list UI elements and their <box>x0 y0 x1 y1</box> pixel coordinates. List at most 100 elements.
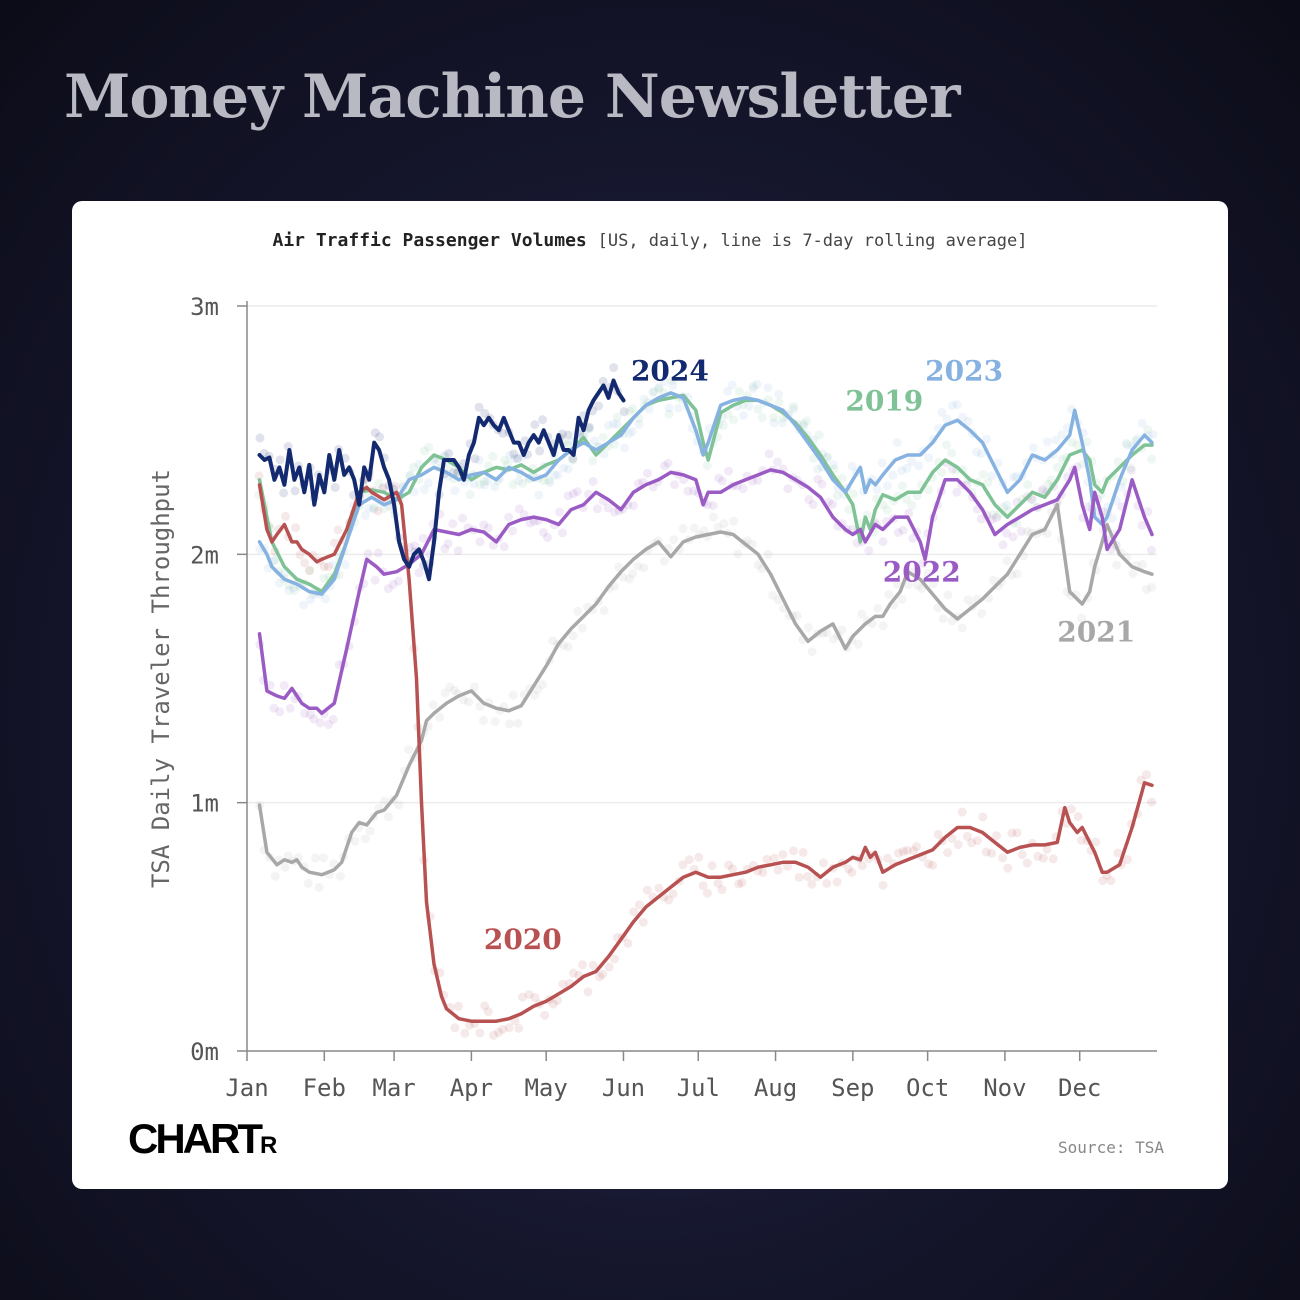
daily-dot-2019 <box>757 412 767 422</box>
series-label-2023: 2023 <box>925 355 1003 388</box>
daily-dot-2020 <box>333 525 343 535</box>
daily-dot-2023 <box>1028 443 1038 453</box>
daily-dot-2022 <box>269 703 279 713</box>
daily-dot-2020 <box>902 845 912 855</box>
daily-dot-2022 <box>998 540 1008 550</box>
daily-dot-2020 <box>957 807 967 817</box>
daily-dot-2022 <box>410 541 420 551</box>
chart-title-line: Air Traffic Passenger Volumes [US, daily… <box>72 230 1228 251</box>
daily-dot-2019 <box>924 485 934 495</box>
daily-dot-2019 <box>1072 440 1082 450</box>
daily-dot-2020 <box>924 859 934 869</box>
daily-dot-2019 <box>544 475 554 485</box>
daily-dot-2022 <box>683 486 693 496</box>
daily-dot-2019 <box>988 510 998 520</box>
daily-dot-2019 <box>718 420 728 430</box>
daily-dot-2020 <box>524 989 534 999</box>
daily-dot-2023 <box>1051 435 1061 445</box>
daily-dot-2022 <box>1126 465 1136 475</box>
daily-dot-2022 <box>373 548 383 558</box>
series-label-2021: 2021 <box>1057 615 1135 648</box>
daily-dot-2023 <box>514 476 524 486</box>
daily-dot-2019 <box>568 455 578 465</box>
daily-dot-2020 <box>373 506 383 516</box>
daily-dot-2020 <box>494 1027 504 1037</box>
daily-dot-2023 <box>892 438 902 448</box>
daily-dot-2021 <box>977 608 987 618</box>
daily-dot-2021 <box>1012 569 1022 579</box>
daily-dot-2022 <box>285 703 295 713</box>
daily-dot-2021 <box>360 834 370 844</box>
daily-dot-2020 <box>489 1030 499 1040</box>
daily-dot-2022 <box>898 525 908 535</box>
daily-dot-2021 <box>1023 526 1033 536</box>
daily-dot-2023 <box>509 454 519 464</box>
daily-dot-2024 <box>370 428 380 438</box>
daily-dot-2024 <box>480 408 490 418</box>
daily-dot-2019 <box>667 375 677 385</box>
daily-dot-2019 <box>598 432 608 442</box>
daily-dot-2023 <box>364 503 374 513</box>
daily-dot-2019 <box>983 477 993 487</box>
daily-dot-2019 <box>753 404 763 414</box>
daily-dot-2021 <box>548 636 558 646</box>
daily-dot-2022 <box>952 487 962 497</box>
daily-data-dots <box>254 363 1158 1040</box>
daily-dot-2020 <box>498 1024 508 1034</box>
series-line-2019 <box>257 393 1154 594</box>
daily-dot-2022 <box>1143 507 1153 517</box>
daily-dot-2021 <box>459 695 469 705</box>
daily-dot-2022 <box>783 484 793 494</box>
daily-dot-2022 <box>1016 526 1026 536</box>
daily-dot-2023 <box>902 463 912 473</box>
daily-dot-2019 <box>802 416 812 426</box>
daily-dot-2023 <box>907 456 917 466</box>
daily-dot-2023 <box>1011 472 1021 482</box>
daily-dot-2022 <box>448 519 458 529</box>
daily-dot-2023 <box>952 400 962 410</box>
series-lines <box>257 378 1154 1023</box>
daily-dot-2023 <box>648 387 658 397</box>
daily-dot-2020 <box>847 867 857 877</box>
daily-dot-2021 <box>505 719 515 729</box>
daily-dot-2022 <box>717 476 727 486</box>
daily-dot-2020 <box>843 864 853 874</box>
daily-dot-2019 <box>585 423 595 433</box>
daily-dot-2020 <box>1033 851 1043 861</box>
daily-dot-2023 <box>897 466 907 476</box>
daily-dot-2020 <box>1147 797 1157 807</box>
daily-dot-2022 <box>508 526 518 536</box>
daily-dot-2020 <box>728 864 738 874</box>
x-tick-label: Jun <box>602 1074 645 1102</box>
daily-dot-2022 <box>504 512 514 522</box>
daily-dot-2022 <box>394 576 404 586</box>
x-tick-label: Mar <box>372 1074 415 1102</box>
daily-dot-2021 <box>689 523 699 533</box>
daily-dot-2020 <box>295 550 305 560</box>
daily-dot-2023 <box>659 376 669 386</box>
daily-dot-2022 <box>660 461 670 471</box>
daily-dot-2021 <box>624 574 634 584</box>
daily-dot-2023 <box>490 482 500 492</box>
daily-dot-2019 <box>625 406 635 416</box>
daily-dot-2021 <box>884 590 894 600</box>
daily-dot-2022 <box>563 491 573 501</box>
daily-dot-2023 <box>624 429 634 439</box>
daily-dot-2023 <box>1002 500 1012 510</box>
daily-dot-2020 <box>609 954 619 964</box>
daily-dot-2024 <box>275 455 285 465</box>
daily-dot-2024 <box>530 420 540 430</box>
daily-dot-2019 <box>1067 437 1077 447</box>
daily-dot-2023 <box>723 386 733 396</box>
daily-dot-2022 <box>557 528 567 538</box>
daily-dot-2022 <box>708 501 718 511</box>
daily-dot-2020 <box>717 885 727 895</box>
x-tick-label: Nov <box>983 1074 1026 1102</box>
daily-dot-2019 <box>369 503 379 513</box>
daily-dot-2021 <box>828 634 838 644</box>
daily-dot-2021 <box>475 701 485 711</box>
daily-dot-2023 <box>1148 429 1158 439</box>
daily-dot-2021 <box>490 717 500 727</box>
daily-dot-2021 <box>639 563 649 573</box>
